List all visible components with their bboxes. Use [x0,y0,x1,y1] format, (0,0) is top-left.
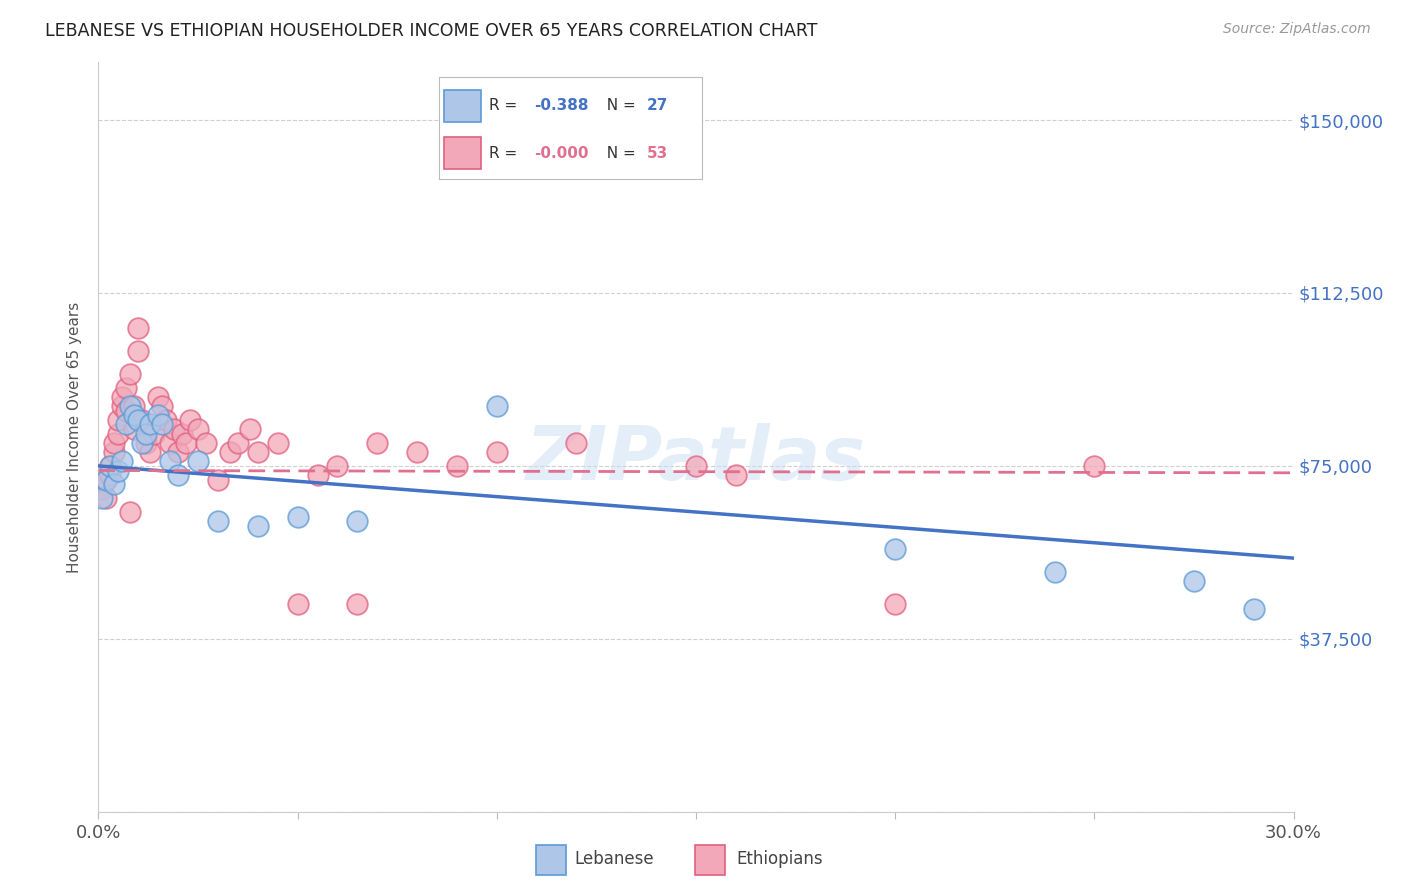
Point [884,541,907,556]
Point [120,505,142,519]
Point [179,413,201,427]
Point [187,422,209,436]
Point [207,514,229,528]
Point [155,413,177,427]
Point [124,408,146,422]
Point [107,426,129,441]
Point [326,458,349,473]
Point [246,445,269,459]
Point [172,426,194,441]
Point [127,413,149,427]
Point [174,435,197,450]
Point [103,445,125,459]
Point [685,458,707,473]
Point [135,435,157,450]
Point [115,380,138,394]
Point [127,343,149,358]
Point [207,473,229,487]
Point [1243,602,1265,616]
Point [287,597,309,611]
Point [98,458,122,473]
Point [107,413,129,427]
Point [150,399,173,413]
Point [98,458,122,473]
Point [124,422,146,436]
Point [1043,565,1066,579]
Point [115,417,138,432]
Point [135,426,157,441]
Point [724,468,747,483]
Text: Source: ZipAtlas.com: Source: ZipAtlas.com [1223,22,1371,37]
Point [120,367,142,381]
Point [120,399,142,413]
Point [91,482,114,496]
Point [143,426,166,441]
Point [366,435,388,450]
Point [406,445,429,459]
Point [96,491,118,505]
Point [246,519,269,533]
Point [124,399,146,413]
Point [111,399,134,413]
Point [485,445,508,459]
Point [148,408,170,422]
Point [148,390,170,404]
Point [150,417,173,432]
Point [485,399,508,413]
Point [107,463,129,477]
Point [884,597,907,611]
Point [226,435,249,450]
Point [111,390,134,404]
Point [115,403,138,417]
Text: LEBANESE VS ETHIOPIAN HOUSEHOLDER INCOME OVER 65 YEARS CORRELATION CHART: LEBANESE VS ETHIOPIAN HOUSEHOLDER INCOME… [45,22,817,40]
Point [139,445,162,459]
Point [139,417,162,432]
Point [167,468,190,483]
Point [103,435,125,450]
Point [446,458,468,473]
Point [127,320,149,334]
Point [307,468,329,483]
Point [195,435,218,450]
Point [91,491,114,505]
Point [111,454,134,468]
Point [565,435,588,450]
Point [346,514,368,528]
Point [287,509,309,524]
Point [239,422,262,436]
FancyBboxPatch shape [695,845,725,874]
Text: Lebanese: Lebanese [575,849,654,868]
Point [219,445,242,459]
Point [167,445,190,459]
Point [1083,458,1105,473]
Text: ZIPatlas: ZIPatlas [526,423,866,496]
Point [98,468,122,483]
Point [267,435,290,450]
Point [96,473,118,487]
Point [159,435,181,450]
Point [159,454,181,468]
Point [163,422,186,436]
Text: Ethiopians: Ethiopians [737,849,824,868]
Point [96,473,118,487]
Point [187,454,209,468]
Point [346,597,368,611]
Point [1182,574,1205,589]
Point [131,413,153,427]
Point [103,477,125,491]
Point [131,435,153,450]
Y-axis label: Householder Income Over 65 years: Householder Income Over 65 years [67,301,83,573]
FancyBboxPatch shape [536,845,567,874]
